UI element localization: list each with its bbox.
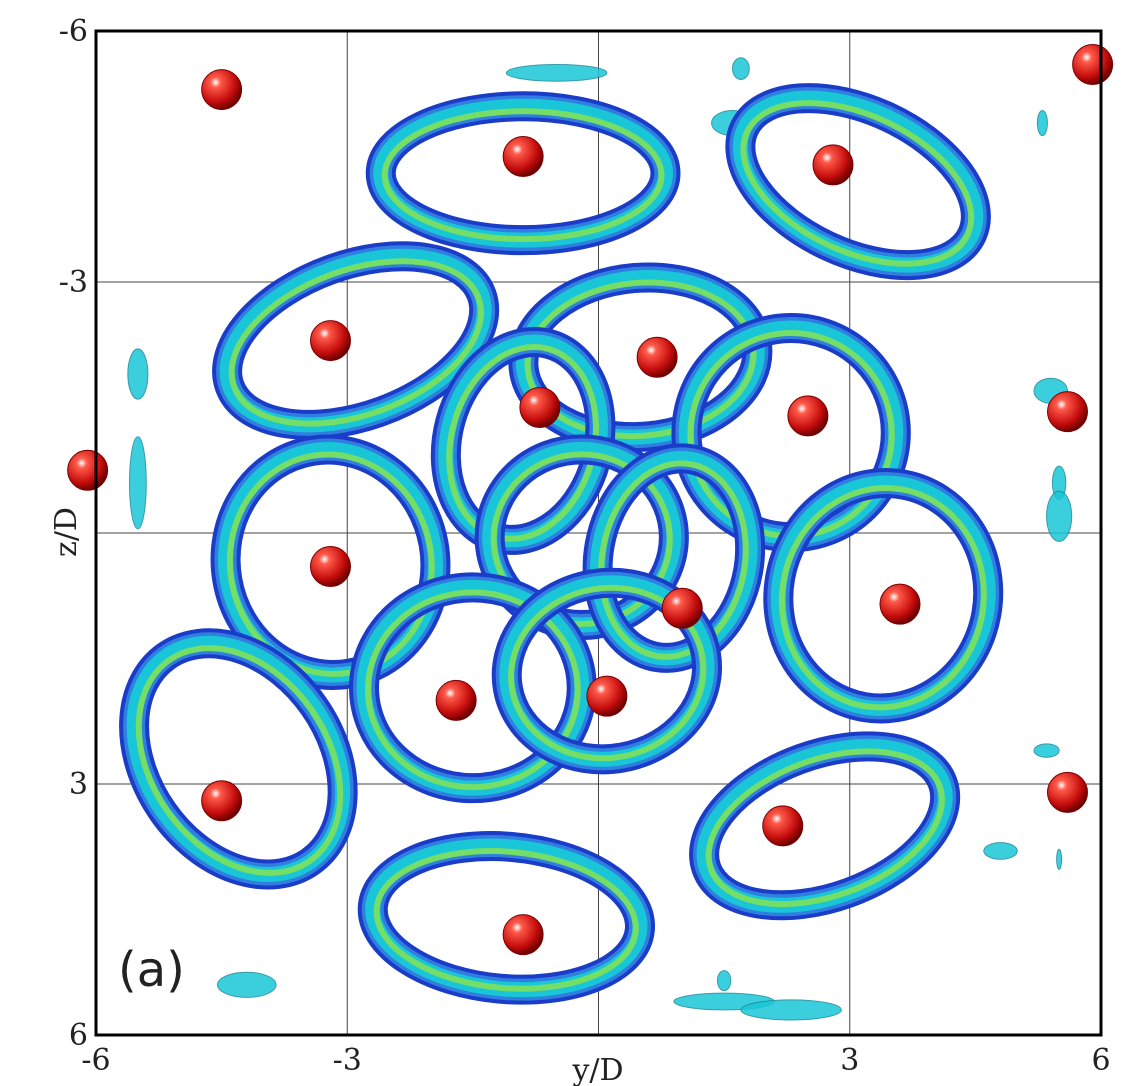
x-tick-label: -3: [333, 1043, 362, 1078]
vortex-fragment: [505, 63, 608, 82]
y-tick-label: 6: [69, 1018, 88, 1053]
particles: [67, 43, 1114, 956]
x-axis-label: y/D: [571, 1053, 623, 1086]
vortex-ring: [582, 443, 766, 673]
vortex-ring: [357, 831, 656, 1005]
particle: [879, 583, 921, 625]
particle: [310, 545, 351, 587]
particle: [502, 914, 544, 956]
ring-green-layer: [135, 645, 344, 876]
ring-green-layer: [373, 848, 639, 992]
vortex-ring: [763, 468, 1004, 724]
vortex-rings: [119, 83, 1004, 1005]
ring-green-layer: [365, 589, 581, 791]
vortex-fragment: [716, 970, 732, 992]
vortex-ring: [365, 91, 681, 256]
ring-green-layer: [490, 451, 673, 628]
vortex-ring: [212, 241, 500, 440]
vortex-ring: [725, 83, 991, 281]
vortex-fragment: [127, 348, 149, 400]
vortex-fragment: [1056, 848, 1063, 870]
vortex-fragments: [127, 57, 1073, 1021]
ring-green-layer: [226, 451, 435, 677]
particle: [1047, 771, 1088, 813]
particle: [502, 136, 544, 177]
particle: [1047, 391, 1088, 433]
y-tick-label: 3: [69, 767, 88, 802]
x-tick-label: 6: [1091, 1043, 1110, 1078]
particle: [586, 675, 628, 717]
x-tick-label: 3: [840, 1043, 859, 1078]
vortex-fragment: [732, 57, 750, 81]
ring-green-layer: [778, 485, 987, 711]
vortex-fragment: [983, 842, 1018, 860]
particle: [310, 320, 351, 362]
vortex-fragment: [216, 971, 277, 998]
vortex-fragment: [740, 999, 842, 1021]
vortex-fragment: [1036, 109, 1048, 137]
particle: [67, 449, 109, 491]
vortex-ring: [491, 567, 723, 775]
particle: [812, 144, 854, 186]
vortex-ring: [349, 572, 597, 804]
vortex-fragment: [1033, 743, 1060, 758]
particle: [201, 69, 243, 111]
ring-green-layer: [598, 460, 749, 660]
y-tick-label: -3: [59, 265, 88, 300]
ring-green-layer: [705, 748, 945, 908]
vortex-fragment: [129, 436, 147, 530]
panel-label: (a): [118, 942, 185, 998]
particle: [1072, 43, 1114, 85]
vortex-fragment: [1046, 490, 1073, 542]
y-axis-label: z/D: [49, 507, 84, 557]
ring-green-layer: [228, 258, 484, 427]
particle: [201, 780, 243, 822]
particle: [787, 395, 829, 437]
particle: [519, 387, 561, 428]
tick-labels: -6 -3 3 6-6-336: [59, 14, 1111, 1078]
particle: [636, 336, 678, 378]
vortex-ring: [119, 628, 358, 890]
vortex-ring: [474, 434, 689, 641]
x-tick-label: -6: [81, 1043, 110, 1078]
particle: [661, 587, 703, 629]
y-tick-label: -6: [59, 14, 88, 49]
particle: [435, 679, 477, 721]
plot-frame: [94, 29, 1103, 1037]
ring-green-layer: [508, 584, 707, 762]
ring-green-layer: [381, 108, 665, 243]
vortex-ring: [689, 731, 961, 921]
ring-green-layer: [740, 100, 975, 267]
particle: [762, 805, 804, 847]
